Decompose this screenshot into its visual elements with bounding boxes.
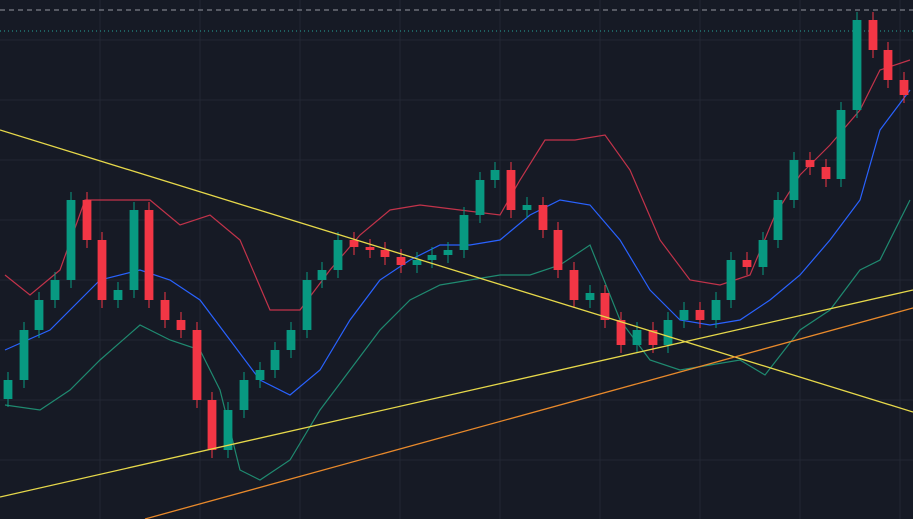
candle-body bbox=[553, 230, 563, 270]
candle-body bbox=[113, 290, 123, 300]
candle-body bbox=[82, 200, 92, 240]
candle-body bbox=[852, 20, 862, 110]
candle-body bbox=[899, 80, 909, 95]
band-line bbox=[4, 89, 911, 396]
candle-body bbox=[632, 330, 642, 345]
candle-body bbox=[223, 410, 233, 450]
candle-body bbox=[50, 280, 60, 300]
candle-body bbox=[427, 255, 437, 260]
candle-body bbox=[883, 50, 893, 80]
candle-body bbox=[396, 257, 406, 265]
candle-body bbox=[270, 350, 280, 370]
candle-body bbox=[506, 170, 516, 210]
candle-body bbox=[144, 210, 154, 300]
candle-body bbox=[286, 330, 296, 350]
trendline bbox=[0, 289, 913, 498]
candle-body bbox=[380, 250, 390, 257]
candle-body bbox=[616, 320, 626, 345]
candle-body bbox=[97, 240, 107, 300]
candle-body bbox=[3, 380, 13, 399]
candle-body bbox=[207, 400, 217, 450]
candle-body bbox=[317, 270, 327, 280]
candle-body bbox=[443, 250, 453, 255]
candle-body bbox=[805, 160, 815, 167]
candle-body bbox=[302, 280, 312, 330]
candle-body bbox=[758, 240, 768, 267]
candle-body bbox=[868, 20, 878, 50]
candle-body bbox=[66, 200, 76, 280]
candle-body bbox=[789, 160, 799, 200]
candle-body bbox=[239, 380, 249, 410]
candle-body bbox=[129, 210, 139, 290]
candle-body bbox=[176, 320, 186, 330]
candle-body bbox=[160, 300, 170, 320]
candle-body bbox=[663, 320, 673, 345]
candle-body bbox=[742, 260, 752, 267]
candle-body bbox=[459, 215, 469, 250]
candle-body bbox=[19, 330, 29, 380]
candle-body bbox=[821, 167, 831, 179]
candle-body bbox=[255, 370, 265, 380]
candle-body bbox=[726, 260, 736, 300]
candle-body bbox=[538, 205, 548, 230]
candle-body bbox=[490, 170, 500, 180]
candle-body bbox=[695, 310, 705, 320]
candle-body bbox=[333, 240, 343, 270]
candle-body bbox=[569, 270, 579, 300]
candle-body bbox=[679, 310, 689, 320]
candle-body bbox=[600, 293, 610, 320]
candle-body bbox=[34, 300, 44, 330]
candle-body bbox=[349, 240, 359, 247]
candle-body bbox=[365, 247, 375, 250]
trendline bbox=[0, 129, 913, 413]
candle-body bbox=[648, 330, 658, 345]
candle-body bbox=[522, 205, 532, 210]
candle-body bbox=[585, 293, 595, 300]
candle-body bbox=[773, 200, 783, 240]
band-line bbox=[4, 199, 911, 481]
candle-body bbox=[192, 330, 202, 400]
candle-body bbox=[412, 260, 422, 265]
candle-body bbox=[711, 300, 721, 320]
candle-body bbox=[475, 180, 485, 215]
trendline bbox=[144, 307, 913, 519]
candle-body bbox=[836, 110, 846, 179]
